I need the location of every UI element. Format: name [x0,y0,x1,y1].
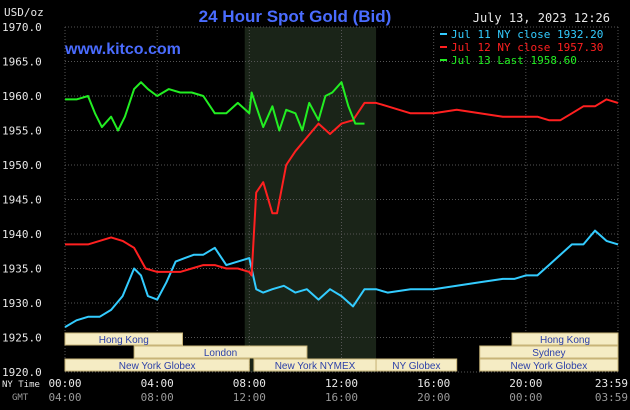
x-tick-label-gmt: 16:00 [325,391,358,404]
legend-entry: Jul 12 NY close 1957.30 [451,41,603,54]
session-label: New York NYMEX [275,361,356,372]
session-box [375,358,458,372]
session-box [64,358,250,372]
y-tick-label: 1950.0 [2,159,42,172]
x-tick-label-gmt: 12:00 [233,391,266,404]
x-tick-label-ny: 00:00 [48,377,81,390]
session-label: Sydney [532,348,565,359]
y-tick-label: 1965.0 [2,56,42,69]
gmt-label: GMT [12,393,29,403]
x-tick-label-ny: 16:00 [417,377,450,390]
series-line-1 [64,229,619,328]
x-tick-label-gmt: 03:59 [595,391,628,404]
session-label: Hong Kong [99,335,149,346]
series-layer [64,81,619,328]
y-tick-label: 1945.0 [2,194,42,207]
session-label: Hong Kong [540,335,590,346]
axis-labels-layer: 1970.0 1965.0 1960.0 1955.0 1950.0 1945.0 1940… [2,21,628,404]
legend-entry: Jul 11 NY close 1932.20 [451,28,603,41]
series-line-2 [65,98,619,277]
y-tick-label: 1940.0 [2,228,42,241]
ny-time-label: NY Time [2,380,40,390]
market-sessions-layer: Hong Kong Hong Kong London Sydney New York G… [64,332,619,372]
y-tick-label: 1970.0 [2,21,42,34]
x-tick-label-gmt: 00:00 [509,391,542,404]
session-box [479,358,619,372]
watermark-url: www.kitco.com [64,41,181,58]
x-tick-label-ny: 23:59 [595,377,628,390]
session-label: New York Globex [511,361,588,372]
x-tick-label-ny: 08:00 [233,377,266,390]
y-tick-label: 1930.0 [2,297,42,310]
session-label: London [204,348,237,359]
y-tick-label: 1955.0 [2,125,42,138]
y-tick-label: 1925.0 [2,332,42,345]
legend-entry: Jul 13 Last 1958.60 [451,54,577,67]
session-label: New York Globex [119,361,196,372]
y-tick-label: 1960.0 [2,90,42,103]
x-tick-label-gmt: 08:00 [141,391,174,404]
session-box [479,345,619,359]
x-tick-label-gmt: 04:00 [48,391,81,404]
series-line-3 [65,81,365,132]
x-tick-label-ny: 12:00 [325,377,358,390]
x-tick-label-gmt: 20:00 [417,391,450,404]
session-box [64,332,184,346]
y-tick-label: 1935.0 [2,263,42,276]
timestamp: July 13, 2023 12:26 [473,11,610,25]
chart-title: 24 Hour Spot Gold (Bid) [199,7,392,26]
session-box [133,345,308,359]
session-box [511,332,619,346]
y-tick-label: 1920.0 [2,366,42,379]
gridlines-layer [64,26,619,373]
y-unit-label: USD/oz [4,6,44,19]
session-label: NY Globex [392,361,440,372]
x-tick-label-ny: 04:00 [141,377,174,390]
x-tick-label-ny: 20:00 [509,377,542,390]
